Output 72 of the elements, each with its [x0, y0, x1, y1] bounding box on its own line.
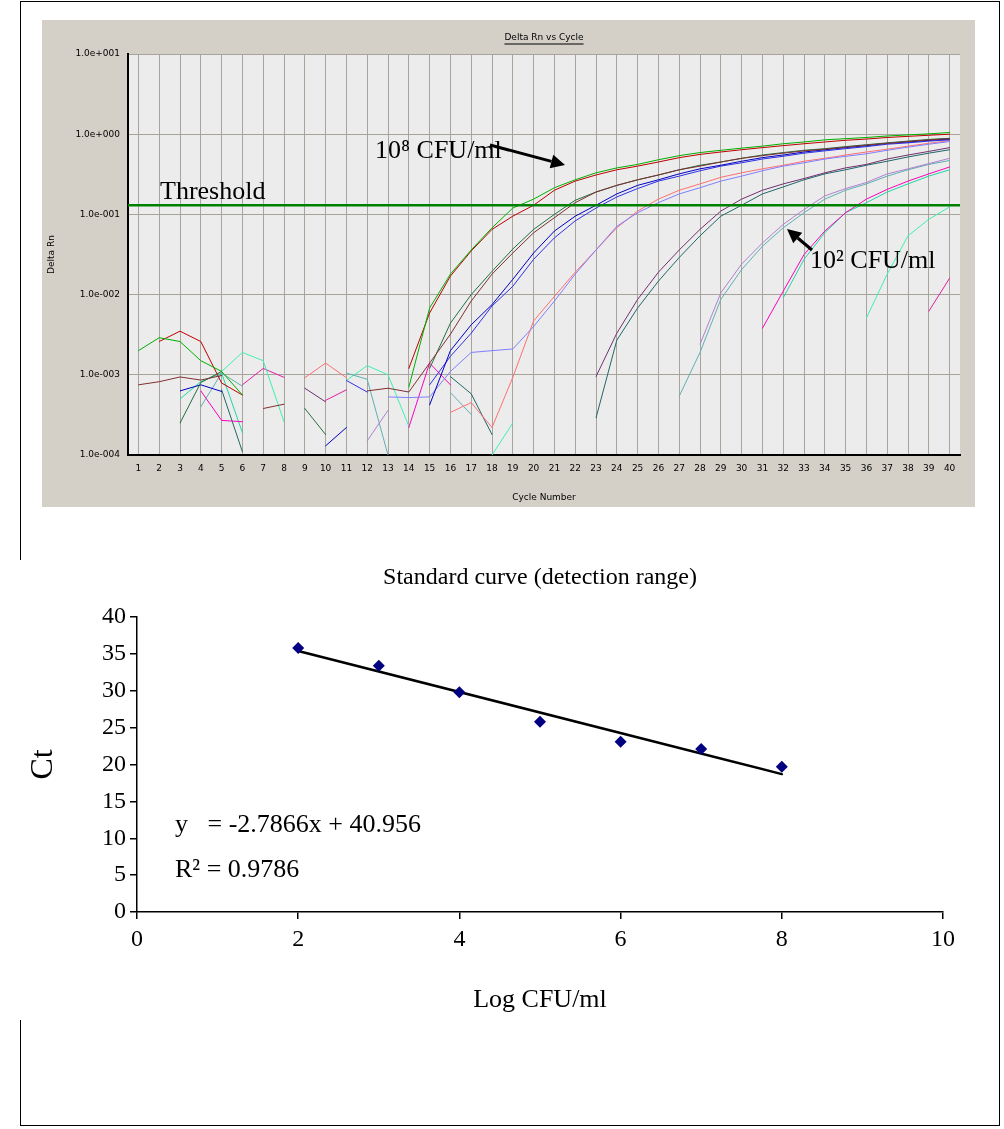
- y-tick-label: 1.0e-002: [79, 288, 120, 299]
- x-tick-label: 10: [931, 924, 955, 951]
- x-tick-label: 36: [860, 462, 873, 473]
- x-tick-label: 4: [197, 462, 204, 473]
- y-tick-label: 30: [102, 676, 126, 703]
- y-tick-label: 1.0e+000: [75, 128, 121, 139]
- y-tick-label: 35: [102, 639, 126, 666]
- x-tick-label: 35: [839, 462, 852, 473]
- x-tick-label: 12: [361, 462, 373, 473]
- x-tick-label: 38: [902, 462, 914, 473]
- y-axis-title: Ct: [22, 749, 59, 780]
- chart-title: Standard curve (detection range): [383, 563, 697, 590]
- y-tick-label: 25: [102, 712, 126, 739]
- x-tick-label: 14: [403, 462, 415, 473]
- y-tick-label: 15: [102, 786, 126, 813]
- x-tick-label: 39: [923, 462, 935, 473]
- x-tick-label: 29: [715, 462, 727, 473]
- x-axis-title: Log CFU/ml: [473, 984, 607, 1014]
- x-tick-label: 33: [798, 462, 810, 473]
- x-tick-label: 1: [135, 462, 142, 473]
- x-tick-label: 21: [548, 462, 561, 473]
- y-tick-label: 10: [102, 823, 126, 850]
- x-tick-label: 15: [423, 462, 436, 473]
- x-tick-label: 0: [131, 924, 143, 951]
- x-tick-label: 8: [281, 462, 288, 473]
- x-tick-label: 7: [260, 462, 267, 473]
- x-tick-label: 31: [756, 462, 769, 473]
- x-tick-label: 11: [340, 462, 353, 473]
- x-tick-label: 27: [673, 462, 685, 473]
- annotation: R² = 0.9786: [175, 854, 300, 883]
- x-tick-label: 26: [652, 462, 665, 473]
- x-tick-label: 10: [319, 462, 332, 473]
- x-tick-label: 32: [777, 462, 789, 473]
- x-tick-label: 6: [239, 462, 246, 473]
- x-tick-label: 16: [444, 462, 457, 473]
- y-tick-label: 1.0e-001: [79, 208, 120, 219]
- x-tick-label: 9: [301, 462, 308, 473]
- x-tick-label: 3: [177, 462, 183, 473]
- y-tick-label: 20: [102, 749, 126, 776]
- x-tick-label: 17: [465, 462, 477, 473]
- x-tick-label: 28: [694, 462, 706, 473]
- annotation: 10⁸ CFU/ml: [375, 135, 502, 164]
- x-tick-label: 2: [292, 924, 305, 951]
- x-tick-label: 23: [590, 462, 602, 473]
- x-tick-label: 22: [569, 462, 581, 473]
- annotation: y = -2.7866x + 40.956: [175, 809, 421, 838]
- chart-title: Delta Rn vs Cycle: [504, 32, 585, 43]
- x-tick-label: 24: [611, 462, 623, 473]
- x-axis-title: Cycle Number: [512, 491, 577, 502]
- x-tick-label: 19: [507, 462, 519, 473]
- y-tick-label: 0: [114, 897, 126, 924]
- annotation: 10² CFU/ml: [810, 245, 936, 274]
- x-tick-label: 8: [775, 924, 788, 951]
- x-tick-label: 30: [735, 462, 748, 473]
- x-tick-label: 20: [527, 462, 540, 473]
- y-tick-label: 5: [114, 860, 126, 887]
- x-tick-label: 2: [156, 462, 163, 473]
- ref-line-label: Threshold: [160, 176, 266, 206]
- x-tick-label: 4: [453, 924, 466, 951]
- x-tick-label: 6: [614, 924, 627, 951]
- y-tick-label: 1.0e+001: [75, 48, 120, 59]
- x-tick-label: 37: [881, 462, 893, 473]
- x-tick-label: 25: [631, 462, 644, 473]
- y-tick-label: 1.0e-003: [79, 369, 120, 380]
- x-tick-label: 40: [943, 462, 956, 473]
- y-axis-title: Delta Rn: [45, 235, 56, 274]
- y-tick-label: 40: [102, 602, 126, 629]
- x-tick-label: 34: [819, 462, 831, 473]
- x-tick-label: 13: [382, 462, 394, 473]
- x-tick-label: 18: [486, 462, 498, 473]
- x-tick-label: 5: [218, 462, 225, 473]
- y-tick-label: 1.0e-004: [79, 449, 121, 460]
